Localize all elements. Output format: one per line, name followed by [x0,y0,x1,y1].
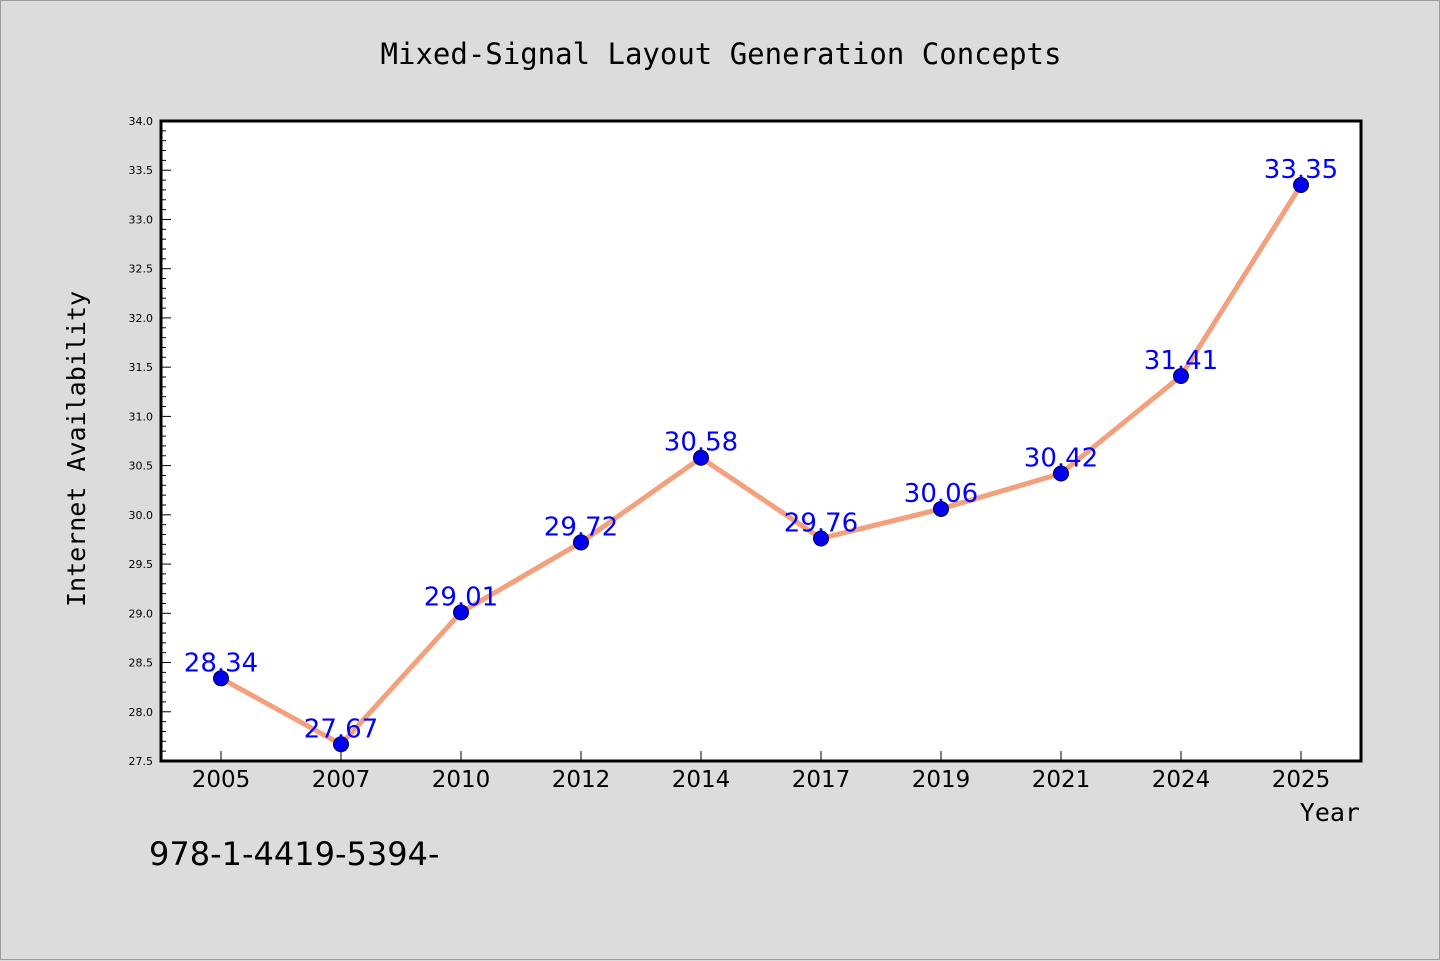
x-tick-label: 2010 [432,767,491,793]
y-tick-label: 30.5 [129,460,154,473]
y-tick-label: 27.5 [129,755,154,768]
data-label: 29.76 [784,508,858,538]
y-tick-label: 33.5 [129,164,154,177]
data-point [333,736,349,753]
data-point [1173,368,1189,385]
y-tick-label: 33.0 [129,213,154,226]
data-label: 29.72 [544,512,618,542]
data-label: 30.42 [1024,443,1098,473]
x-tick-label: 2021 [1032,767,1091,793]
data-point [453,604,469,621]
x-tick-label: 2007 [312,767,371,793]
chart-title: Mixed-Signal Layout Generation Concepts [381,37,1062,71]
y-tick-label: 29.0 [129,607,154,620]
data-point [813,530,829,547]
x-tick-label: 2024 [1152,767,1211,793]
data-label: 30.58 [664,428,738,458]
data-label: 33.35 [1264,155,1338,185]
x-axis-label: Year [1300,798,1360,827]
y-tick-label: 32.0 [129,312,154,325]
data-label: 30.06 [904,479,978,509]
y-tick-label: 30.0 [129,509,154,522]
data-markers [213,177,1309,753]
data-point [933,500,949,517]
y-tick-label: 31.0 [129,410,154,423]
data-point [213,670,229,687]
y-tick-label: 31.5 [129,361,154,374]
y-tick-label: 29.5 [129,558,154,571]
data-point [573,534,589,551]
plot-area [159,119,1363,763]
x-tick-label: 2017 [792,767,851,793]
x-tick-label: 2014 [672,767,731,793]
y-axis-label: Internet Availability [62,291,91,607]
data-point [1053,465,1069,482]
x-tick-label: 2005 [192,767,251,793]
data-point [1293,177,1309,193]
x-tick-label: 2019 [912,767,971,793]
x-axis: 2005 2007 2010 2012 2014 2017 2019 2021 2024 2025 [192,751,1331,793]
series-line [218,182,1304,747]
y-tick-label: 28.0 [129,706,154,719]
y-tick-label: 34.0 [129,115,154,128]
y-tick-label: 32.5 [129,263,154,276]
data-label: 27.67 [304,714,378,744]
data-label: 28.34 [184,648,258,678]
data-point [693,449,709,466]
x-tick-label: 2025 [1272,767,1331,793]
isbn-text: 978-1-4419-5394- [149,835,440,873]
data-label: 29.01 [424,582,498,612]
data-labels: 28.34 27.67 29.01 29.72 30.58 29.76 30.06 30.42… [184,155,1338,744]
x-tick-label: 2012 [552,767,611,793]
y-axis: 27.5 28.0 28.5 29.0 29.5 30.0 30.5 31.0 31.5 32.0… [129,115,171,768]
y-tick-label: 28.5 [129,657,154,670]
data-label: 31.41 [1144,346,1218,376]
